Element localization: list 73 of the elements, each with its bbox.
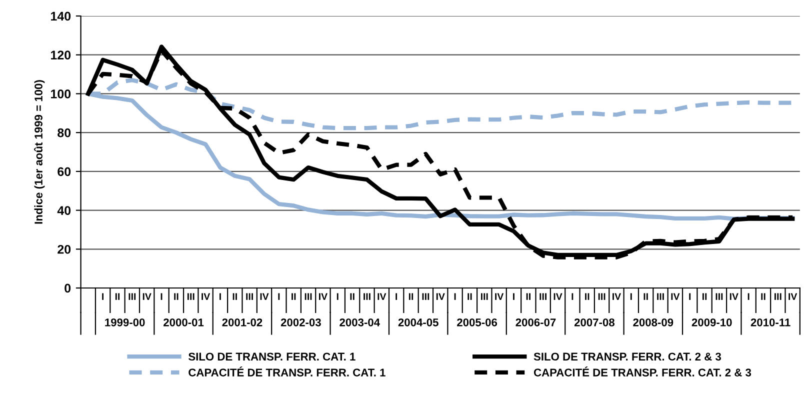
x-tick-label: IV bbox=[319, 293, 328, 300]
legend-label: SILO DE TRANSP. FERR. CAT. 1 bbox=[188, 352, 356, 361]
legend-label: SILO DE TRANSP. FERR. CAT. 2 & 3 bbox=[534, 352, 721, 361]
text: 2001-02 bbox=[222, 318, 262, 326]
text: 1999-00 bbox=[105, 318, 145, 326]
x-tick-label: IV bbox=[202, 293, 210, 300]
x-tick-label: III bbox=[598, 293, 606, 300]
x-tick-label: III bbox=[128, 293, 136, 300]
y-tick-label: 60 bbox=[58, 167, 71, 176]
x-tick-label: I bbox=[160, 293, 162, 300]
x-tick-label: I bbox=[454, 293, 456, 300]
x-tick-label: III bbox=[422, 293, 430, 300]
x-tick-label: II bbox=[174, 293, 178, 300]
x-tick-label: I bbox=[748, 293, 750, 300]
x-tick-label: II bbox=[292, 293, 296, 300]
x-tick-label: I bbox=[278, 293, 280, 300]
x-tick-label: IV bbox=[436, 293, 445, 300]
y-tick-label: 80 bbox=[58, 128, 71, 138]
text: 2000-01 bbox=[164, 318, 204, 326]
y-axis-title: Indice (1er août 1999 = 100) bbox=[34, 80, 45, 224]
x-tick-label: III bbox=[480, 293, 488, 300]
x-tick-label: III bbox=[657, 293, 664, 300]
x-tick-label: III bbox=[246, 293, 253, 300]
text: 2009-10 bbox=[692, 318, 732, 326]
legend-label: CAPACITÉ DE TRANSP. FERR. CAT. 2 & 3 bbox=[534, 366, 752, 376]
y-tick-label: 120 bbox=[51, 50, 71, 60]
x-tick-label: II bbox=[350, 293, 354, 300]
x-tick-label: II bbox=[232, 293, 237, 300]
x-tick-label: I bbox=[396, 293, 398, 300]
x-tick-label: IV bbox=[260, 293, 269, 300]
x-tick-label: III bbox=[364, 293, 370, 300]
x-tick-label: IV bbox=[554, 293, 562, 300]
y-tick-label: 40 bbox=[57, 206, 71, 215]
x-tick-label: IV bbox=[788, 293, 798, 300]
x-tick-label: II bbox=[644, 293, 648, 300]
x-tick-label: II bbox=[408, 293, 414, 300]
x-tick-label: II bbox=[702, 293, 707, 300]
x-tick-label: III bbox=[187, 293, 194, 300]
legend-label: CAPACITÉ DE TRANSP. FERR. CAT. 1 bbox=[188, 366, 386, 376]
x-tick-label: III bbox=[540, 293, 546, 300]
x-tick-label: IV bbox=[612, 293, 621, 300]
y-tick-label: 0 bbox=[64, 284, 71, 293]
x-tick-label: I bbox=[336, 293, 338, 300]
x-tick-label: I bbox=[630, 293, 632, 300]
x-tick-label: IV bbox=[378, 293, 386, 300]
text: 2002-03 bbox=[280, 318, 321, 326]
text: 2003-04 bbox=[340, 318, 380, 326]
x-tick-label: IV bbox=[730, 293, 738, 300]
y-tick-label: 140 bbox=[51, 12, 71, 21]
x-tick-label: III bbox=[774, 293, 782, 300]
text: 2008-09 bbox=[633, 318, 674, 326]
x-tick-label: I bbox=[220, 293, 221, 300]
x-tick-label: IV bbox=[142, 293, 152, 300]
x-tick-label: IV bbox=[671, 293, 680, 300]
x-tick-label: III bbox=[716, 293, 723, 300]
x-tick-label: II bbox=[468, 293, 472, 300]
x-tick-label: III bbox=[304, 293, 312, 300]
x-tick-label: I bbox=[102, 293, 104, 300]
text: 2006-07 bbox=[516, 318, 556, 326]
y-tick-label: 100 bbox=[51, 90, 71, 98]
x-tick-label: I bbox=[572, 293, 574, 300]
x-tick-label: IV bbox=[495, 293, 504, 300]
x-tick-label: I bbox=[689, 293, 691, 300]
x-tick-label: II bbox=[115, 293, 120, 300]
text: 2010-11 bbox=[750, 318, 790, 326]
text: 2007-08 bbox=[574, 318, 615, 326]
x-tick-label: II bbox=[761, 293, 766, 300]
text: 2005-06 bbox=[457, 318, 498, 326]
x-tick-label: II bbox=[585, 293, 590, 300]
text: 2004-05 bbox=[398, 318, 438, 326]
x-tick-label: I bbox=[513, 293, 514, 300]
y-tick-label: 20 bbox=[58, 244, 71, 254]
x-tick-label: II bbox=[526, 293, 530, 300]
